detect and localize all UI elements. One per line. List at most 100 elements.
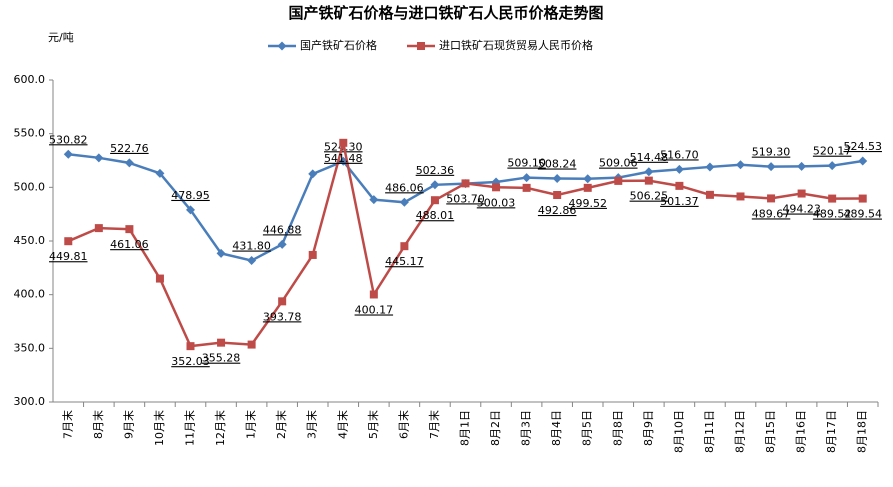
x-tick-label: 8月4日 (550, 410, 563, 446)
data-point (705, 190, 714, 199)
data-label: 508.24 (538, 157, 577, 170)
y-tick-label: 500.0 (14, 180, 46, 193)
data-label: 355.28 (202, 352, 241, 365)
data-point (94, 224, 103, 233)
data-point (155, 168, 165, 178)
data-point (400, 242, 409, 251)
chart-title: 国产铁矿石价格与进口铁矿石人民币价格走势图 (288, 4, 603, 22)
data-point (369, 290, 378, 299)
x-tick-label: 8月8日 (611, 410, 624, 446)
data-point (186, 342, 195, 351)
data-point (247, 256, 257, 266)
data-point (461, 179, 470, 188)
data-label: 520.17 (813, 145, 852, 158)
x-tick-label: 10月末 (152, 410, 166, 446)
y-tick-label: 300.0 (14, 395, 46, 408)
data-point (827, 161, 837, 171)
data-point (614, 176, 623, 185)
data-point (644, 167, 654, 177)
x-tick-label: 8月5日 (581, 410, 594, 446)
x-tick-label: 4月末 (335, 410, 349, 439)
legend-label: 国产铁矿石价格 (300, 38, 377, 52)
data-point (797, 161, 807, 171)
data-point (217, 338, 226, 347)
data-point (278, 297, 287, 306)
data-label: 503.70 (446, 192, 485, 205)
data-point (216, 248, 226, 258)
data-point (675, 181, 684, 190)
data-label: 502.36 (416, 164, 455, 177)
data-point (430, 180, 440, 190)
data-point (705, 162, 715, 172)
data-label: 500.03 (477, 196, 516, 209)
data-point (492, 183, 501, 192)
data-label: 494.23 (782, 203, 821, 216)
data-label: 486.06 (385, 181, 424, 194)
x-tick-label: 1月末 (244, 410, 258, 439)
x-tick-label: 8月11日 (703, 410, 716, 453)
data-label: 499.52 (568, 197, 607, 210)
data-label: 524.53 (843, 140, 882, 153)
x-tick-label: 7月末 (427, 410, 441, 439)
data-point (247, 340, 256, 349)
data-point (399, 197, 409, 207)
data-label: 431.80 (232, 240, 271, 253)
data-point (308, 250, 317, 259)
data-point (125, 225, 134, 234)
y-tick-label: 550.0 (14, 127, 46, 140)
data-label: 400.17 (355, 303, 394, 316)
data-point (64, 237, 73, 246)
data-label: 530.82 (49, 133, 88, 146)
data-point (124, 158, 134, 168)
data-point (94, 153, 104, 163)
data-point (583, 174, 593, 184)
x-tick-label: 8月1日 (459, 410, 472, 446)
data-label: 449.81 (49, 250, 88, 263)
data-point (858, 156, 868, 166)
data-label: 445.17 (385, 255, 424, 268)
data-point (674, 164, 684, 174)
data-point (430, 196, 439, 205)
y-tick-label: 450.0 (14, 234, 46, 247)
data-point (583, 183, 592, 192)
data-label: 519.30 (752, 146, 791, 159)
x-tick-label: 12月末 (213, 410, 227, 446)
data-point (155, 274, 164, 283)
y-axis-unit: 元/吨 (48, 31, 74, 44)
data-label: 506.25 (630, 190, 669, 203)
data-point (736, 160, 745, 170)
data-label: 393.78 (263, 310, 302, 323)
data-point (828, 194, 837, 203)
data-label: 516.70 (660, 148, 699, 161)
data-point (308, 169, 318, 179)
data-point (522, 183, 531, 192)
x-tick-label: 3月末 (305, 410, 319, 439)
data-point (552, 173, 562, 183)
data-label: 501.37 (660, 195, 699, 208)
x-tick-label: 7月末 (60, 410, 74, 439)
data-label: 461.06 (110, 238, 149, 251)
x-tick-label: 8月12日 (734, 410, 747, 453)
data-point (797, 189, 806, 198)
data-label: 489.52 (813, 208, 852, 221)
x-tick-label: 8月10日 (672, 410, 685, 453)
data-point (644, 176, 653, 185)
data-label: 488.01 (416, 209, 455, 222)
x-tick-label: 6月末 (396, 410, 410, 439)
data-label: 509.06 (599, 157, 638, 170)
y-tick-label: 600.0 (14, 73, 46, 86)
x-tick-label: 9月末 (121, 410, 135, 439)
x-tick-label: 5月末 (366, 410, 380, 439)
x-tick-label: 11月末 (183, 410, 197, 446)
x-tick-label: 8月3日 (520, 410, 533, 446)
data-label: 489.67 (752, 207, 791, 220)
data-label: 522.76 (110, 142, 149, 155)
data-label: 352.03 (171, 355, 210, 368)
x-tick-label: 2月末 (274, 410, 288, 439)
data-point (736, 192, 745, 201)
data-point (522, 173, 532, 183)
data-point (186, 205, 195, 215)
legend-marker (417, 42, 425, 50)
